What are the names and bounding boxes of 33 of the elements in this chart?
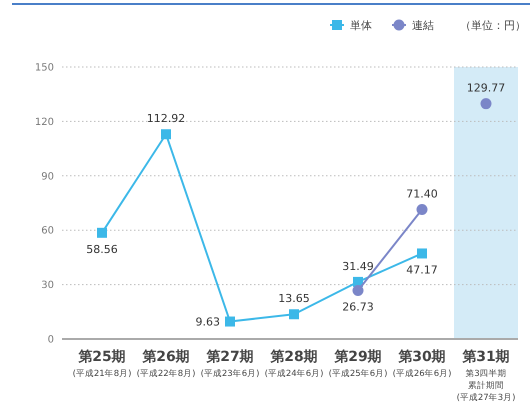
x-tick-label: 第26期(平成22年8月): [136, 349, 196, 379]
text: （単位：円）: [460, 18, 526, 32]
point: [161, 129, 171, 140]
data-label: 58.56: [86, 242, 118, 256]
point: [97, 228, 107, 238]
legend-label: 連結: [412, 18, 434, 32]
data-label: 31.49: [342, 260, 374, 273]
point: [289, 309, 299, 320]
data-label: 71.40: [406, 188, 438, 201]
data-label: 9.63: [196, 316, 220, 329]
point: [417, 248, 427, 258]
y-tick-label: 30: [41, 280, 54, 292]
point: [225, 316, 235, 327]
legend-label: 単体: [350, 18, 372, 32]
data-label: 112.92: [146, 112, 186, 126]
x-tick-label: 第30期(平成26年6月): [392, 349, 452, 379]
y-tick-label: 60: [41, 226, 54, 237]
y-tick-label: 120: [34, 116, 54, 128]
x-tick-label: 第29期(平成25年6月): [328, 349, 388, 379]
y-tick-label: 0: [48, 334, 54, 346]
data-label: 47.17: [406, 263, 438, 276]
data-label: 26.73: [342, 300, 374, 314]
x-tick-label: 第25期(平成21年8月): [72, 349, 132, 379]
point: [480, 98, 492, 110]
x-tick-label: 第31期第3四半期累計期間(平成27年3月): [456, 349, 516, 403]
y-tick-label: 150: [34, 62, 54, 74]
data-label: 13.65: [278, 292, 310, 306]
data-label: 129.77: [466, 82, 506, 95]
point: [352, 285, 364, 296]
x-tick-label: 第28期(平成24年6月): [264, 349, 324, 379]
y-tick-label: 90: [41, 171, 54, 182]
point: [416, 204, 428, 216]
x-tick-label: 第27期(平成23年6月): [200, 349, 260, 379]
